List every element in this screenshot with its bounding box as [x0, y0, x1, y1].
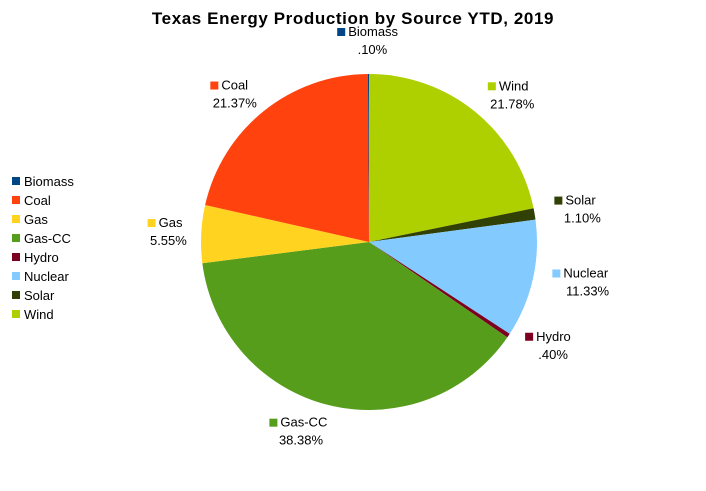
legend-swatch [12, 177, 20, 185]
data-label-swatch [147, 219, 156, 228]
legend-item-solar: Solar [12, 288, 55, 303]
data-label-name: Gas [159, 215, 183, 230]
legend-swatch [12, 291, 20, 299]
data-label-value: 5.55% [150, 233, 187, 248]
data-label-name: Solar [565, 193, 596, 208]
data-label-swatch [269, 418, 278, 427]
data-label-value: .10% [358, 42, 388, 57]
data-label-value: 1.10% [564, 211, 601, 226]
data-label-biomass: Biomass .10% [337, 24, 399, 57]
legend-item-biomass: Biomass [12, 174, 74, 189]
data-label-swatch [525, 332, 534, 341]
data-label-hydro: Hydro .40% [525, 329, 571, 362]
data-label-gas-cc: Gas-CC 38.38% [269, 415, 327, 448]
data-label-value: 11.33% [566, 283, 610, 298]
legend-label: Coal [24, 193, 51, 208]
data-label-name: Biomass [348, 24, 398, 39]
data-label-swatch [487, 82, 496, 91]
pie-slice-biomass [367, 74, 369, 242]
chart-title: Texas Energy Production by Source YTD, 2… [152, 9, 554, 28]
legend-label: Nuclear [24, 269, 69, 284]
legend-swatch [12, 234, 20, 242]
data-label-swatch [210, 81, 219, 90]
data-label-swatch [337, 28, 346, 37]
legend-swatch [12, 310, 20, 318]
data-label-value: .40% [538, 347, 568, 362]
pie-slice-gas-cc [202, 242, 508, 410]
legend-label: Hydro [24, 250, 59, 265]
pie-slice-nuclear [369, 219, 537, 334]
data-label-value: 38.38% [279, 433, 324, 448]
legend-label: Solar [24, 288, 55, 303]
legend-swatch [12, 196, 20, 204]
legend-swatch [12, 253, 20, 261]
pie-slice-hydro [369, 242, 510, 338]
pie-slice-gas [201, 205, 369, 264]
data-label-nuclear: Nuclear 11.33% [552, 265, 610, 298]
legend-swatch [12, 272, 20, 280]
legend-item-nuclear: Nuclear [12, 269, 69, 284]
data-label-name: Gas-CC [280, 415, 327, 430]
legend-item-gas-cc: Gas-CC [12, 231, 71, 246]
data-label-solar: Solar 1.10% [554, 193, 601, 226]
legend-item-coal: Coal [12, 193, 51, 208]
data-label-coal: Coal 21.37% [210, 78, 257, 111]
data-label-swatch [554, 196, 563, 205]
pie-slice-coal [205, 74, 369, 242]
data-label-name: Wind [499, 78, 529, 93]
legend-swatch [12, 215, 20, 223]
pie-slice-wind [369, 74, 534, 242]
data-label-name: Coal [221, 78, 248, 93]
legend-label: Gas-CC [24, 231, 71, 246]
data-label-wind: Wind 21.78% [487, 78, 535, 111]
legend-label: Biomass [24, 174, 74, 189]
data-label-value: 21.37% [213, 96, 258, 111]
data-label-gas: Gas 5.55% [147, 215, 187, 248]
pie-slice-solar [369, 208, 536, 242]
legend-item-gas: Gas [12, 212, 48, 227]
legend-item-wind: Wind [12, 307, 54, 322]
legend-item-hydro: Hydro [12, 250, 59, 265]
data-labels: Wind 21.78% Solar 1.10% Nuclear 11.33% Hydro .4… [147, 24, 610, 448]
pie-slices [201, 74, 537, 410]
legend-label: Wind [24, 307, 54, 322]
data-label-swatch [552, 269, 561, 278]
data-label-name: Nuclear [563, 265, 608, 280]
legend: Biomass Coal Gas Gas-CC Hydro Nuclear Solar Win… [12, 174, 74, 322]
legend-label: Gas [24, 212, 48, 227]
data-label-name: Hydro [536, 329, 571, 344]
data-label-value: 21.78% [490, 96, 535, 111]
